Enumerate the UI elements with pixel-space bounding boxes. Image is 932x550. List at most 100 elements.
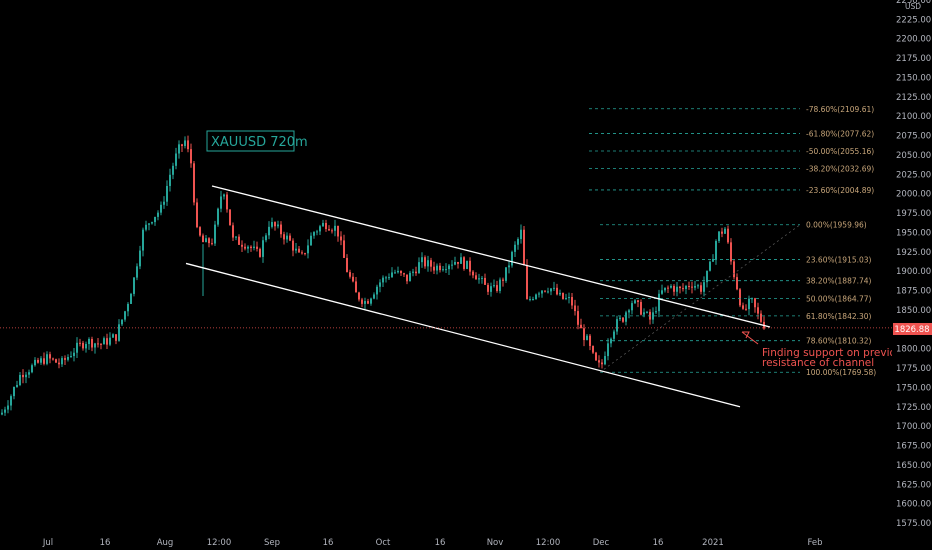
y-tick-label: 2175.00 <box>896 54 931 64</box>
candle-body <box>754 298 756 308</box>
candle-body <box>265 235 267 241</box>
x-tick-label: Nov <box>487 538 504 548</box>
candle-body <box>259 248 261 257</box>
candle-body <box>163 201 165 205</box>
candle-body <box>349 272 351 277</box>
candle-body <box>10 396 12 406</box>
candle-body <box>70 356 72 358</box>
y-tick-label: 2050.00 <box>896 151 931 161</box>
y-tick-label: 1725.00 <box>896 403 931 413</box>
channel-lower-line <box>185 262 741 408</box>
x-tick-label: Oct <box>376 538 391 548</box>
candle-body <box>430 260 432 267</box>
candle-body <box>514 244 516 252</box>
candle-body <box>253 246 255 249</box>
candle-body <box>601 362 603 365</box>
candle-body <box>568 297 570 299</box>
fib-retracement-label: 100.00%(1769.58) <box>806 368 876 377</box>
time-axis[interactable]: Jul 16 Aug 12:00 Sep 16 Oct 16 Nov 12:00 Dec 16 2021… <box>42 538 823 548</box>
candle-body <box>211 243 213 245</box>
price-axis[interactable]: USD 1575.00 1600.00 1625.00 1650.00 1675.00 1… <box>892 0 932 550</box>
candle-body <box>220 196 222 209</box>
candle-body <box>508 265 510 268</box>
candle-body <box>442 269 444 271</box>
candle-body <box>463 257 465 269</box>
candle-body <box>7 405 9 410</box>
candle-body <box>556 287 558 295</box>
candle-body <box>364 301 366 304</box>
candle-body <box>88 338 90 345</box>
candle-body <box>742 305 744 309</box>
candle-body <box>496 285 498 291</box>
candle-body <box>295 248 297 251</box>
candle-body <box>31 365 33 373</box>
candle-body <box>28 372 30 375</box>
fib-extension-label: -61.80%(2077.62) <box>806 130 874 139</box>
fib-extension-label: -38.20%(2032.69) <box>806 164 874 173</box>
candle-body <box>664 287 666 291</box>
candle-body <box>415 271 417 274</box>
candle-body <box>409 272 411 282</box>
candle-body <box>274 222 276 227</box>
candle-body <box>490 286 492 292</box>
fib-trend-line <box>599 224 801 373</box>
fib-retracement-label: 50.00%(1864.77) <box>806 294 872 303</box>
y-tick-label: 1850.00 <box>896 306 931 316</box>
y-tick-label: 1625.00 <box>896 480 931 490</box>
y-tick-label: 1675.00 <box>896 442 931 452</box>
candle-body <box>19 374 21 386</box>
fib-retracement-label: 38.20%(1887.74) <box>806 277 872 286</box>
candle-body <box>241 244 243 247</box>
y-tick-label: 2100.00 <box>896 112 931 122</box>
candle-body <box>604 356 606 365</box>
candle-body <box>58 362 60 365</box>
candle-body <box>331 230 333 232</box>
candle-body <box>586 335 588 341</box>
candle-body <box>247 246 249 249</box>
y-tick-label: 1900.00 <box>896 267 931 277</box>
y-tick-label: 1875.00 <box>896 287 931 297</box>
candle-body <box>358 292 360 300</box>
candle-body <box>730 242 732 262</box>
candle-body <box>67 357 69 360</box>
candle-body <box>376 286 378 295</box>
y-tick-label: 1800.00 <box>896 345 931 355</box>
candle-body <box>37 359 39 363</box>
candle-body <box>541 290 543 294</box>
x-tick-label: Dec <box>593 538 610 548</box>
candle-body <box>682 288 684 290</box>
candle-body <box>205 238 207 243</box>
y-tick-label: 1925.00 <box>896 248 931 258</box>
candle-body <box>478 278 480 280</box>
candle-body <box>328 229 330 231</box>
candle-body <box>139 250 141 267</box>
candle-body <box>346 257 348 273</box>
candle-body <box>562 292 564 299</box>
y-tick-label: 1600.00 <box>896 500 931 510</box>
candle-body <box>100 343 102 345</box>
candle-body <box>34 359 36 366</box>
candle-body <box>307 245 309 254</box>
candle-body <box>112 334 114 338</box>
candle-body <box>745 308 747 310</box>
candle-body <box>757 307 759 314</box>
candle-body <box>391 272 393 278</box>
candle-body <box>97 343 99 345</box>
candle-body <box>577 311 579 325</box>
candle-body <box>286 235 288 240</box>
candle-body <box>22 374 24 378</box>
candle-body <box>337 225 339 237</box>
candle-body <box>625 312 627 322</box>
candle-body <box>397 270 399 273</box>
candle-body <box>709 261 711 271</box>
x-tick-label: Sep <box>264 538 280 548</box>
symbol-label-text: XAUUSD 720m <box>211 135 308 150</box>
candle-body <box>517 239 519 245</box>
candle-body <box>736 277 738 290</box>
candle-body <box>154 216 156 223</box>
candle-body <box>607 343 609 357</box>
candle-body <box>4 409 6 413</box>
candle-body <box>25 374 27 378</box>
candle-body <box>679 286 681 289</box>
